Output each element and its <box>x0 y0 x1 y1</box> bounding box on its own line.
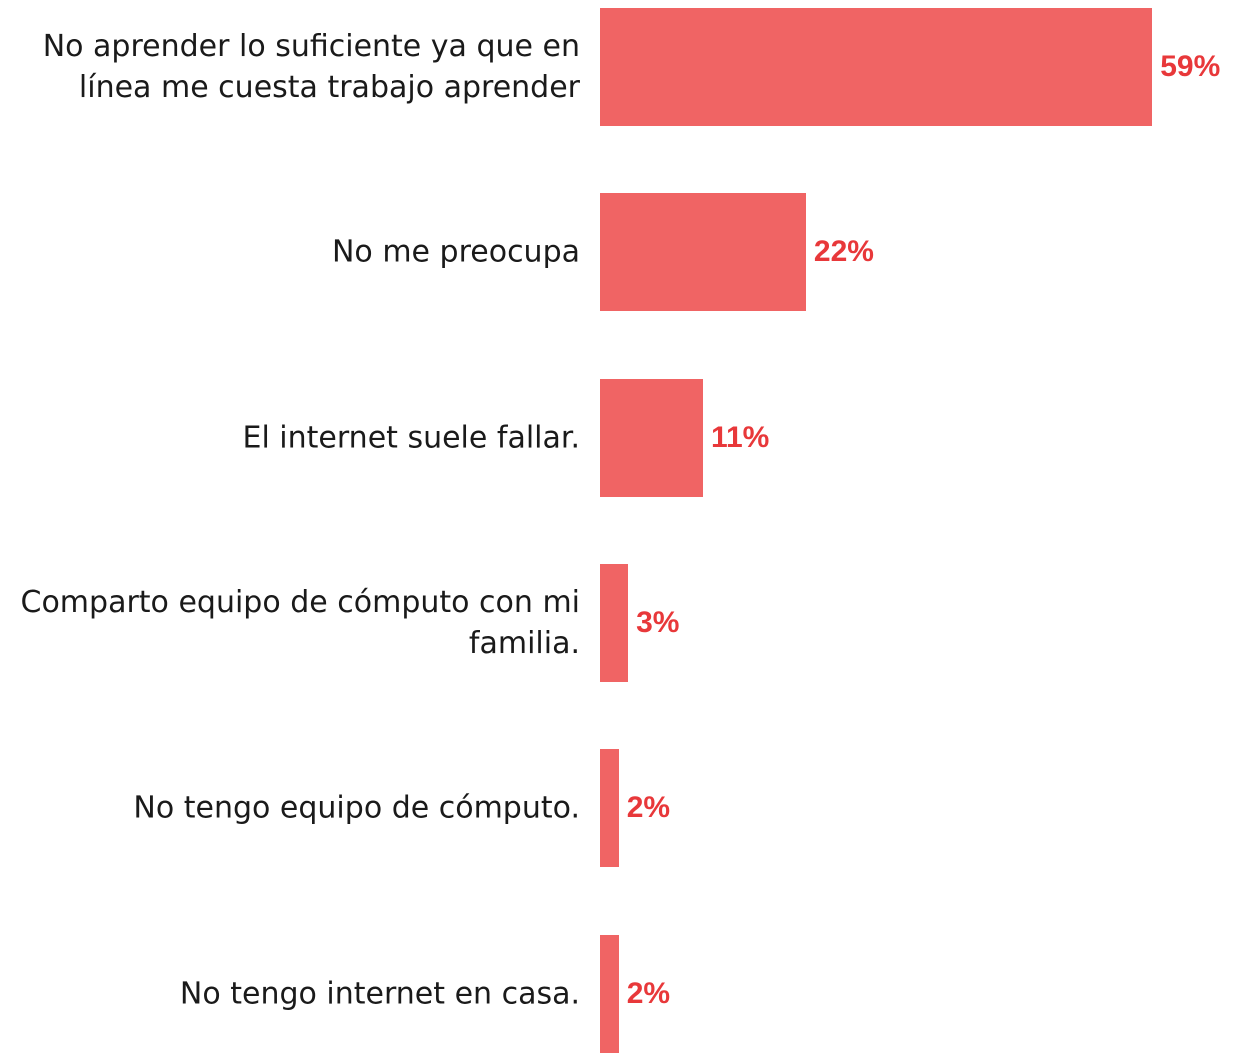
bar <box>600 8 1153 126</box>
bar <box>600 749 619 868</box>
bar <box>600 934 619 1053</box>
bar <box>600 193 806 312</box>
value-label: 3% <box>636 605 680 639</box>
category-label: No aprender lo suficiente ya que en líne… <box>42 29 580 105</box>
category-label: Comparto equipo de cómputo con mi famili… <box>20 584 581 661</box>
category-label: No me preocupa <box>331 234 580 270</box>
category-label: No tengo equipo de cómputo. <box>133 790 580 826</box>
bar <box>600 563 629 682</box>
bar <box>600 378 703 497</box>
value-label: 11% <box>710 420 770 454</box>
category-label: No tengo internet en casa. <box>179 976 580 1011</box>
value-label: 2% <box>626 976 671 1010</box>
value-label: 2% <box>626 791 671 825</box>
category-label: El internet suele fallar. <box>242 420 580 456</box>
value-label: 22% <box>813 235 874 269</box>
value-label: 59% <box>1160 50 1221 83</box>
